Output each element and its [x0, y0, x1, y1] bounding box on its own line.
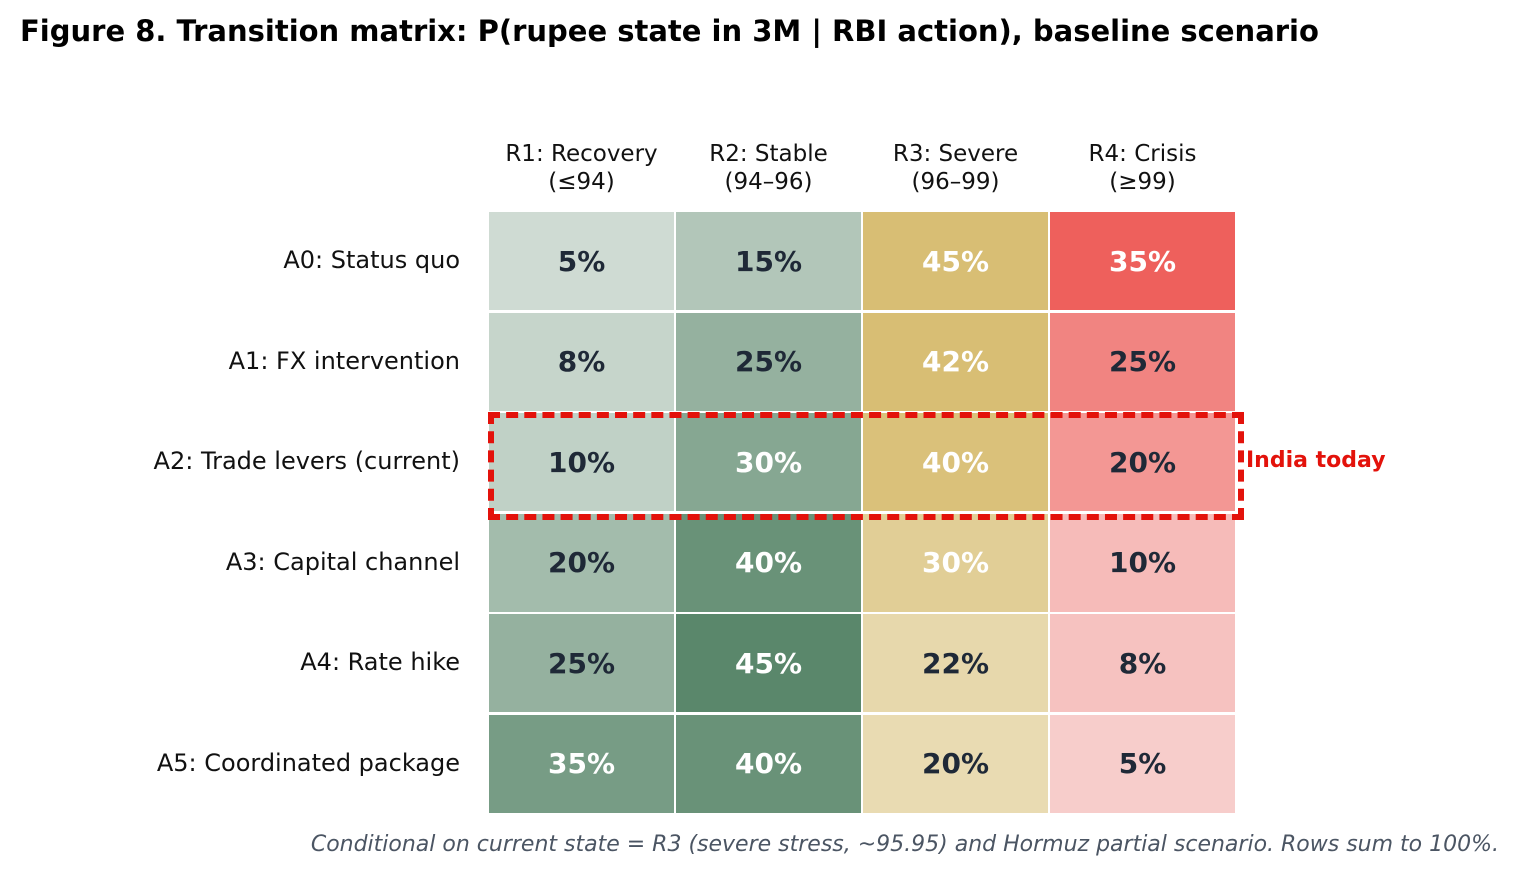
column-header-range: (96–99): [911, 169, 1000, 195]
heatmap-cell: 20%: [863, 714, 1048, 813]
column-header-title: R3: Severe: [892, 141, 1019, 167]
column-header: R4: Crisis (≥99): [1049, 140, 1236, 196]
column-header-range: (≤94): [548, 169, 615, 195]
highlight-box: [488, 412, 1244, 520]
heatmap-cell: 20%: [1050, 413, 1235, 511]
heatmap-cell: 25%: [489, 614, 674, 712]
heatmap-cell: 20%: [489, 513, 674, 612]
heatmap-cell: 8%: [489, 312, 674, 411]
row-label: A3: Capital channel: [225, 547, 460, 576]
row-label: A1: FX intervention: [228, 346, 460, 375]
heatmap-cell: 8%: [1050, 614, 1235, 712]
row-label: A2: Trade levers (current): [153, 447, 460, 476]
row-label: A5: Coordinated package: [156, 748, 460, 777]
chart-title: Figure 8. Transition matrix: P(rupee sta…: [20, 14, 1319, 48]
heatmap-cell: 5%: [1050, 714, 1235, 813]
heatmap-cell: 25%: [1050, 312, 1235, 411]
heatmap-cell: 40%: [863, 413, 1048, 511]
heatmap-cell: 45%: [863, 212, 1048, 310]
highlight-label: India today: [1246, 448, 1386, 474]
column-header-title: R1: Recovery: [505, 141, 658, 167]
heatmap-cell: 5%: [489, 212, 674, 310]
footnote: Conditional on current state = R3 (sever…: [310, 832, 1499, 857]
heatmap-cell: 40%: [676, 714, 861, 813]
column-header: R2: Stable (94–96): [675, 140, 862, 196]
heatmap-cell: 35%: [1050, 212, 1235, 310]
heatmap-cell: 30%: [676, 413, 861, 511]
column-header: R3: Severe (96–99): [862, 140, 1049, 196]
heatmap-cell: 40%: [676, 513, 861, 612]
column-header-range: (94–96): [724, 169, 813, 195]
heatmap-cell: 22%: [863, 614, 1048, 712]
heatmap-cell: 25%: [676, 312, 861, 411]
heatmap-cell: 45%: [676, 614, 861, 712]
heatmap-cell: 42%: [863, 312, 1048, 411]
heatmap-cell: 30%: [863, 513, 1048, 612]
heatmap-cell: 15%: [676, 212, 861, 310]
column-header-range: (≥99): [1109, 169, 1176, 195]
row-label: A0: Status quo: [283, 246, 460, 275]
column-header: R1: Recovery (≤94): [488, 140, 675, 196]
heatmap-cell: 10%: [489, 413, 674, 511]
heatmap-cell: 10%: [1050, 513, 1235, 612]
column-header-title: R2: Stable: [709, 141, 828, 167]
column-header-title: R4: Crisis: [1088, 141, 1197, 167]
row-label: A4: Rate hike: [300, 648, 460, 677]
heatmap-cell: 35%: [489, 714, 674, 813]
